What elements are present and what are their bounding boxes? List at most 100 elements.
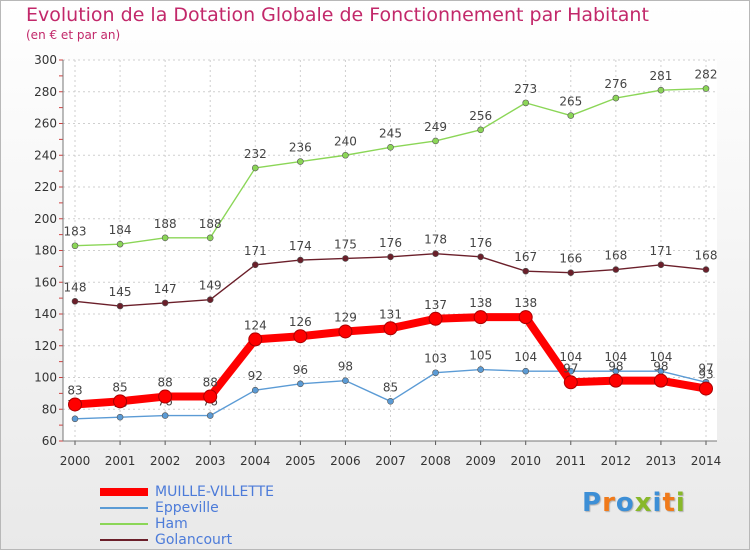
data-point-muille-villette bbox=[68, 397, 82, 412]
legend-swatch bbox=[100, 507, 148, 509]
x-tick-label: 2006 bbox=[330, 454, 361, 468]
legend-label: MUILLE-VILLETTE bbox=[155, 484, 274, 500]
data-point-muille-villette bbox=[113, 394, 128, 409]
data-label-muille-villette: 85 bbox=[112, 380, 127, 394]
data-point-muille-villette bbox=[383, 321, 398, 336]
data-point-eppeville bbox=[387, 398, 394, 405]
data-point-golancourt bbox=[477, 253, 484, 261]
data-point-golancourt bbox=[342, 255, 349, 262]
line-chart: 60 80 100 120 140 160 180 200 220 240 260 280 300 200… bbox=[34, 53, 722, 468]
proxiti-logo: Proxiti bbox=[582, 488, 686, 518]
data-point-ham bbox=[71, 242, 79, 250]
data-point-ham bbox=[297, 158, 304, 165]
data-label-ham: 183 bbox=[64, 225, 87, 239]
data-label-golancourt: 176 bbox=[469, 236, 492, 250]
data-point-golancourt bbox=[702, 266, 710, 273]
data-label-ham: 249 bbox=[424, 120, 447, 134]
data-label-eppeville: 104 bbox=[604, 350, 627, 364]
data-label-eppeville: 98 bbox=[338, 360, 353, 374]
data-point-golancourt bbox=[297, 256, 304, 264]
data-point-eppeville bbox=[71, 415, 79, 423]
data-point-eppeville bbox=[432, 369, 439, 377]
y-tick-label: 200 bbox=[34, 212, 57, 226]
data-label-ham: 245 bbox=[379, 126, 402, 140]
data-point-golancourt bbox=[206, 296, 214, 304]
data-label-muille-villette: 98 bbox=[608, 360, 623, 374]
data-point-eppeville bbox=[251, 386, 259, 394]
data-label-ham: 276 bbox=[604, 77, 627, 91]
y-tick-label: 260 bbox=[34, 117, 57, 131]
x-tick-label: 2012 bbox=[601, 454, 632, 468]
data-point-eppeville bbox=[477, 366, 484, 373]
data-label-muille-villette: 88 bbox=[203, 376, 218, 390]
y-tick-label: 100 bbox=[34, 371, 57, 385]
legend-label: Eppeville bbox=[155, 500, 219, 516]
data-label-eppeville: 85 bbox=[383, 380, 398, 394]
legend-label: Ham bbox=[155, 516, 188, 532]
data-label-muille-villette: 126 bbox=[289, 315, 312, 329]
data-label-eppeville: 92 bbox=[248, 369, 263, 383]
data-label-golancourt: 168 bbox=[604, 249, 627, 263]
data-point-ham bbox=[702, 85, 710, 92]
data-label-muille-villette: 138 bbox=[514, 296, 537, 310]
data-point-ham bbox=[432, 137, 439, 145]
legend-item-eppeville: Eppeville bbox=[100, 500, 340, 516]
data-label-ham: 240 bbox=[334, 134, 357, 148]
data-label-eppeville: 104 bbox=[514, 350, 537, 364]
data-point-golancourt bbox=[612, 266, 620, 273]
data-point-ham bbox=[612, 94, 620, 102]
data-point-eppeville bbox=[161, 412, 169, 419]
data-point-ham bbox=[251, 164, 259, 172]
data-point-muille-villette bbox=[248, 332, 263, 347]
data-point-golancourt bbox=[657, 261, 665, 269]
data-point-golancourt bbox=[71, 297, 79, 305]
legend-item-ham: Ham bbox=[100, 516, 340, 532]
legend-swatch bbox=[100, 523, 148, 525]
data-point-muille-villette bbox=[338, 324, 353, 339]
data-point-muille-villette bbox=[518, 310, 533, 325]
data-label-ham: 282 bbox=[695, 68, 718, 82]
data-label-ham: 188 bbox=[199, 217, 222, 231]
data-label-golancourt: 148 bbox=[64, 280, 87, 294]
y-tick-label: 80 bbox=[42, 402, 57, 416]
data-label-muille-villette: 93 bbox=[698, 368, 713, 382]
data-label-eppeville: 104 bbox=[559, 350, 582, 364]
legend-label: Golancourt bbox=[155, 532, 233, 548]
data-point-ham bbox=[387, 144, 394, 151]
data-label-ham: 256 bbox=[469, 109, 492, 123]
data-label-muille-villette: 88 bbox=[158, 376, 173, 390]
data-label-eppeville: 96 bbox=[293, 363, 308, 377]
y-tick-label: 220 bbox=[34, 180, 57, 194]
x-tick-label: 2000 bbox=[60, 454, 91, 468]
data-point-golancourt bbox=[251, 261, 259, 269]
data-label-golancourt: 174 bbox=[289, 239, 312, 253]
chart-title: Evolution de la Dotation Globale de Fonc… bbox=[26, 4, 649, 26]
data-label-golancourt: 145 bbox=[109, 285, 132, 299]
data-label-golancourt: 178 bbox=[424, 233, 447, 247]
x-tick-label: 2014 bbox=[691, 454, 722, 468]
data-point-golancourt bbox=[161, 299, 169, 307]
data-point-ham bbox=[657, 86, 665, 94]
x-tick-label: 2002 bbox=[150, 454, 181, 468]
x-tick-label: 2008 bbox=[420, 454, 451, 468]
data-point-ham bbox=[567, 112, 575, 119]
data-point-muille-villette bbox=[428, 311, 443, 326]
data-label-muille-villette: 129 bbox=[334, 310, 357, 324]
data-label-golancourt: 175 bbox=[334, 237, 357, 251]
data-label-golancourt: 147 bbox=[154, 282, 177, 296]
legend-swatch bbox=[100, 488, 148, 496]
data-label-muille-villette: 131 bbox=[379, 307, 402, 321]
data-point-eppeville bbox=[522, 367, 530, 375]
data-point-eppeville bbox=[206, 412, 214, 419]
chart-subtitle: (en € et par an) bbox=[26, 28, 121, 42]
data-point-muille-villette bbox=[699, 381, 713, 396]
data-point-ham bbox=[206, 234, 214, 242]
data-label-golancourt: 171 bbox=[649, 244, 672, 258]
data-point-muille-villette bbox=[653, 373, 668, 388]
data-point-ham bbox=[477, 126, 484, 134]
data-label-ham: 188 bbox=[154, 217, 177, 231]
x-tick-label: 2011 bbox=[556, 454, 587, 468]
data-label-eppeville: 97 bbox=[698, 361, 713, 375]
data-label-eppeville: 105 bbox=[469, 349, 492, 363]
data-label-eppeville: 103 bbox=[424, 352, 447, 366]
